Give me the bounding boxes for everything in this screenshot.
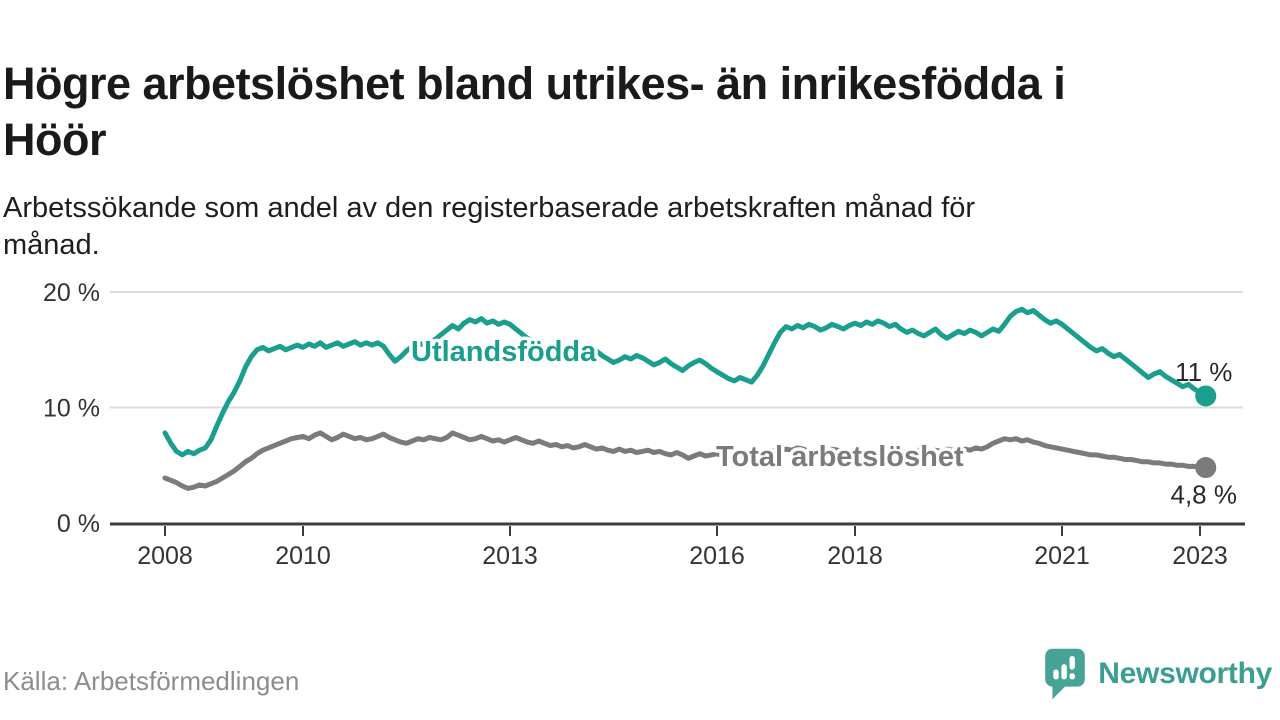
series-end-dot-utlandsf-dda bbox=[1195, 385, 1217, 407]
series-end-value-utlandsf-dda: 11 % bbox=[1175, 357, 1232, 387]
series-end-value-total-arbetsl-shet: 4,8 % bbox=[1171, 480, 1238, 510]
series-line-total-arbetsl-shet bbox=[162, 430, 1209, 491]
x-axis-label-2018: 2018 bbox=[827, 542, 883, 570]
exclamation-dot bbox=[1069, 673, 1076, 680]
newsworthy-logo: Newsworthy bbox=[1041, 647, 1272, 701]
labels-layer: 20 % 10 % 0 % 2008 2010 2013 2016 2018 2021 2023 1… bbox=[43, 279, 1237, 570]
axis-layer bbox=[110, 522, 1245, 536]
y-axis-label-20: 20 % bbox=[43, 279, 100, 307]
x-axis-label-2010: 2010 bbox=[275, 542, 331, 570]
x-axis-label-2023: 2023 bbox=[1172, 542, 1228, 570]
speech-bubble-barchart-icon bbox=[1045, 648, 1086, 700]
source-note: Källa: Arbetsförmedlingen bbox=[3, 666, 300, 696]
bar-small bbox=[1053, 669, 1059, 680]
page-title-line2: Höör bbox=[3, 114, 107, 166]
x-axis-label-2016: 2016 bbox=[689, 542, 745, 570]
bar-tall bbox=[1061, 664, 1068, 680]
x-axis-label-2013: 2013 bbox=[482, 542, 538, 570]
y-axis-label-10: 10 % bbox=[43, 395, 100, 423]
page-subtitle: Arbetssökande som andel av den registerb… bbox=[3, 190, 1233, 264]
series-name-label-total-arbetsl-shet: Total arbetslöshet bbox=[716, 441, 964, 473]
y-axis-label-0: 0 % bbox=[57, 510, 100, 538]
series-end-dot-total-arbetsl-shet bbox=[1195, 457, 1217, 479]
x-axis-label-2008: 2008 bbox=[137, 542, 193, 570]
page-subtitle-line1: Arbetssökande som andel av den registerb… bbox=[3, 192, 976, 224]
x-axis-label-2021: 2021 bbox=[1034, 542, 1090, 570]
series-name-label-utlandsf-dda: Utlandsfödda bbox=[411, 336, 597, 368]
gridlines-layer bbox=[110, 291, 1243, 409]
exclamation-bar bbox=[1069, 656, 1076, 670]
page-subtitle-line2: månad. bbox=[3, 229, 100, 261]
logo-wordmark: Newsworthy bbox=[1098, 657, 1272, 690]
page-title-line1: Högre arbetslöshet bland utrikes- än inr… bbox=[3, 58, 1066, 110]
series-line-utlandsf-dda bbox=[162, 306, 1209, 458]
series-layer bbox=[162, 306, 1217, 491]
page-title: Högre arbetslöshet bland utrikes- än inr… bbox=[3, 56, 1243, 168]
